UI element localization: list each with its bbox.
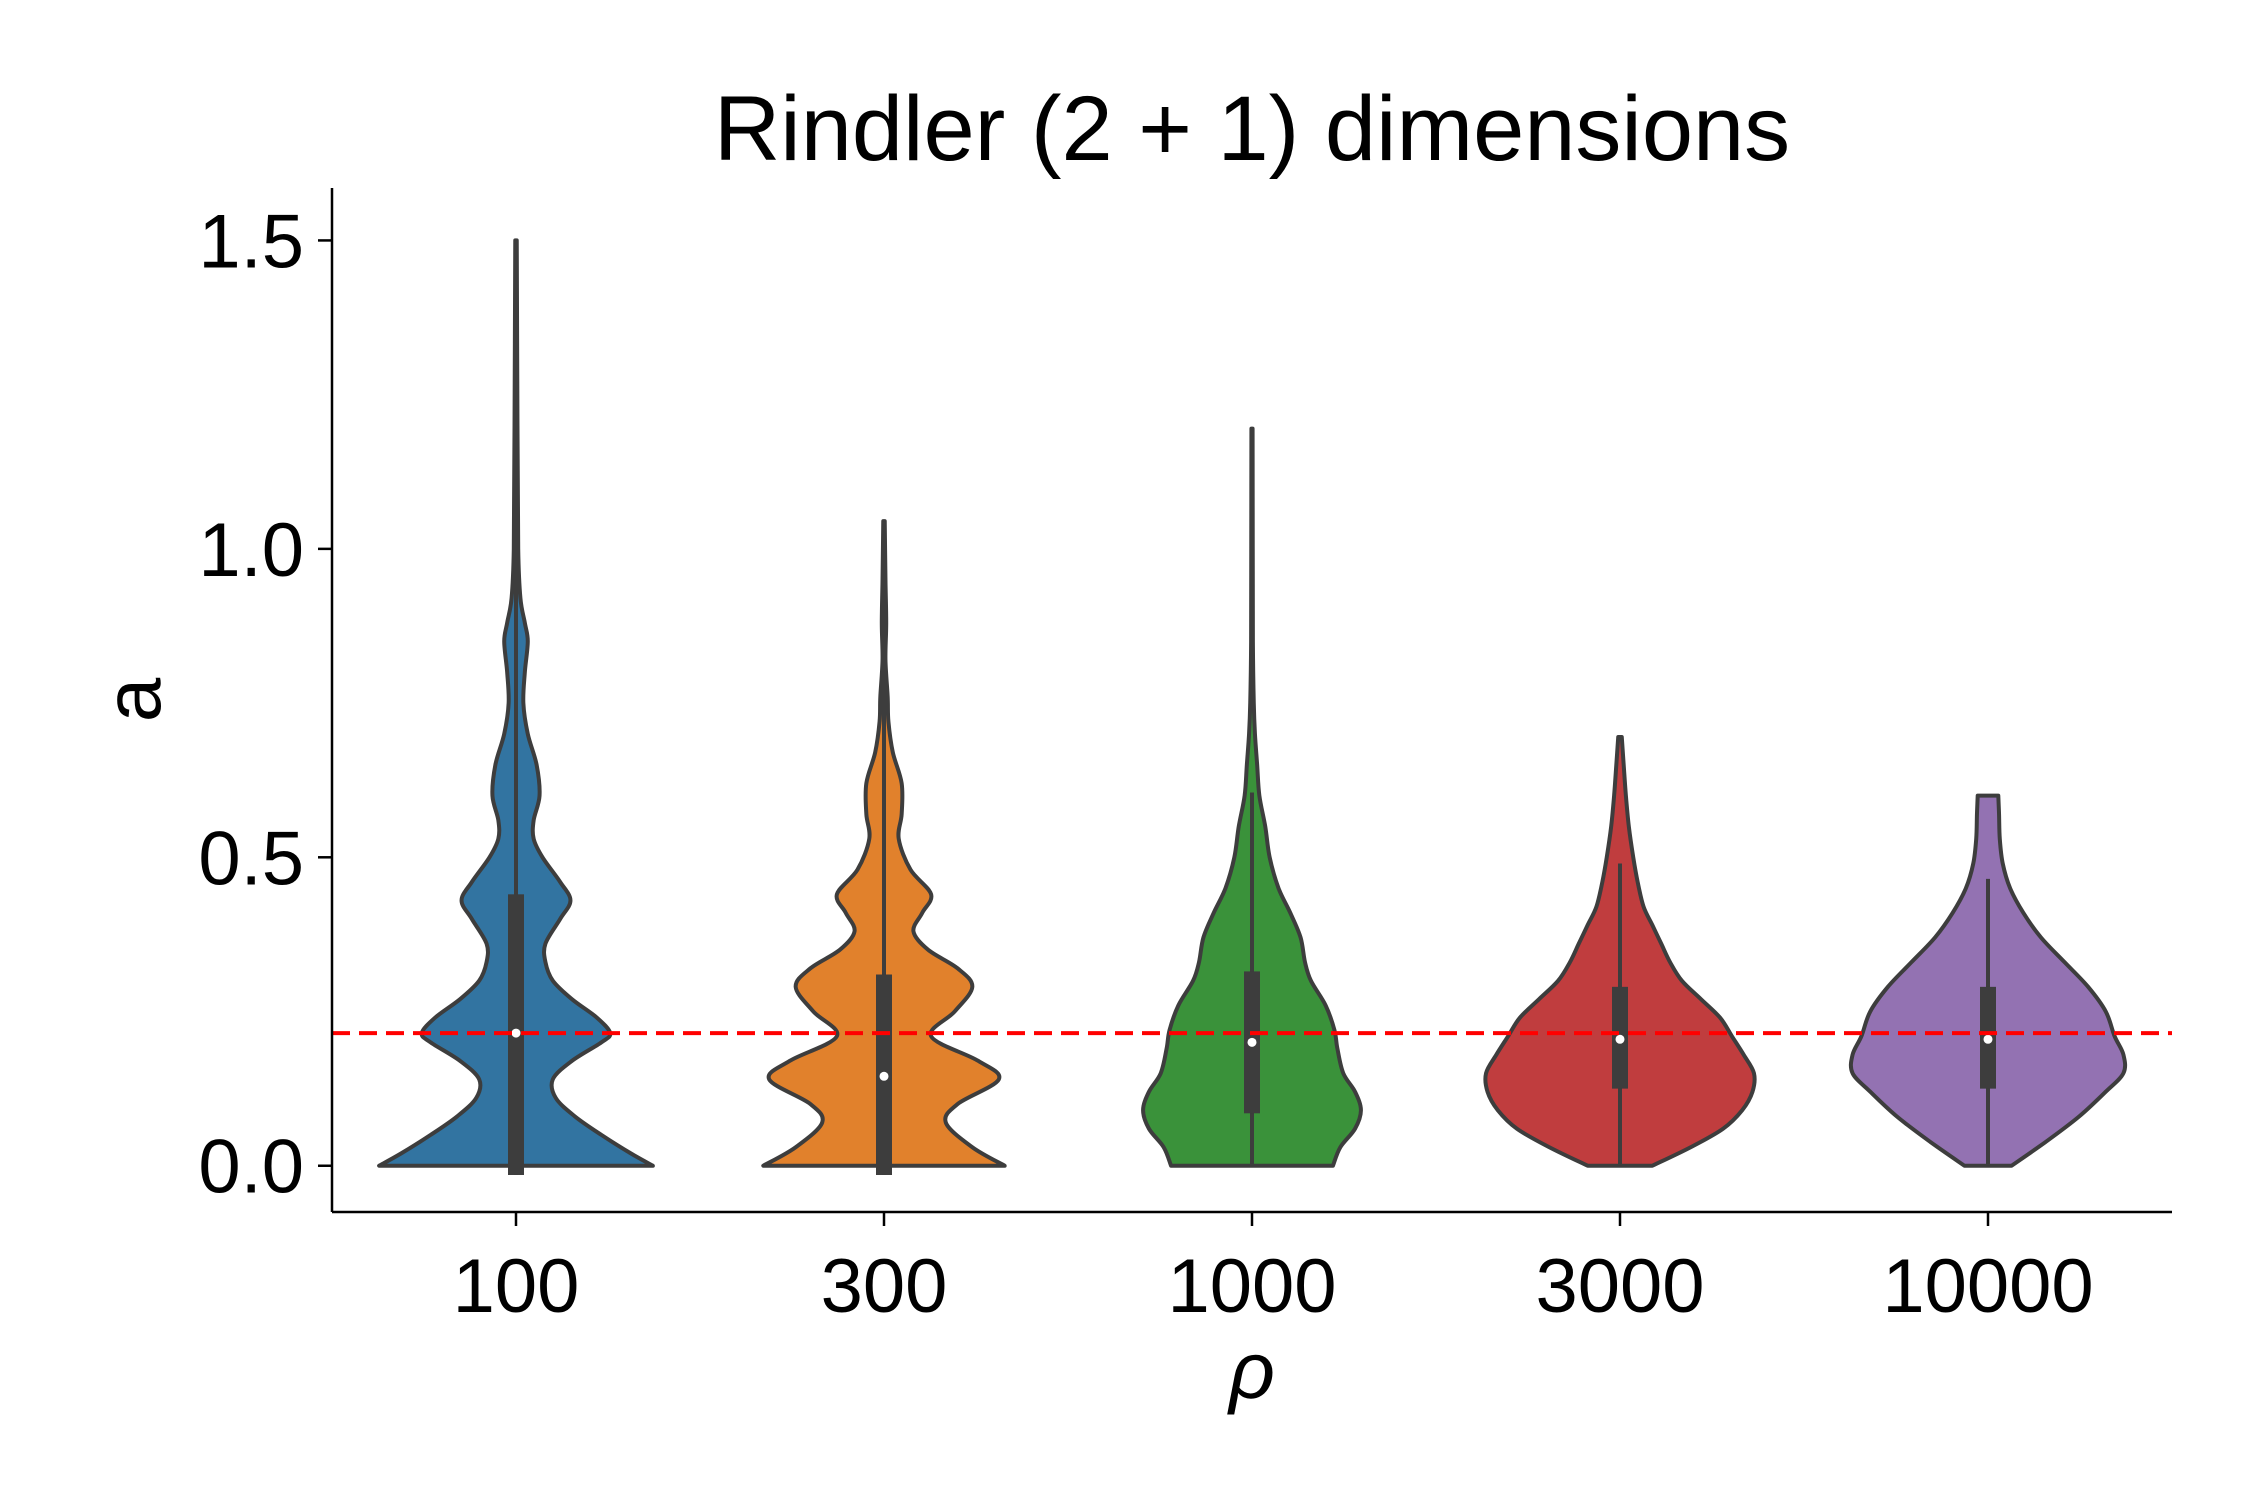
x-axis-label: ρ — [1227, 1326, 1275, 1415]
x-tick-label: 1000 — [1167, 1244, 1336, 1329]
y-tick-label: 1.5 — [198, 199, 304, 284]
y-tick-label: 0.5 — [198, 816, 304, 901]
y-tick-label: 0.0 — [198, 1125, 304, 1210]
y-axis-label: a — [88, 677, 177, 722]
y-ticks-group: 0.0 0.5 1.0 1.5 — [198, 199, 332, 1210]
x-tick-label: 10000 — [1882, 1244, 2093, 1329]
median-dot-100 — [511, 1028, 521, 1038]
x-ticks-group: 100 300 1000 3000 10000 — [453, 1212, 2094, 1329]
median-dot-300 — [879, 1071, 889, 1081]
median-dot-10000 — [1983, 1034, 1993, 1044]
x-tick-label: 100 — [453, 1244, 580, 1329]
chart-title: Rindler (2 + 1) dimensions — [714, 78, 1790, 180]
violins-group — [377, 238, 2128, 1175]
x-tick-label: 300 — [821, 1244, 948, 1329]
median-dot-1000 — [1247, 1037, 1257, 1047]
x-tick-label: 3000 — [1535, 1244, 1704, 1329]
median-dot-3000 — [1615, 1034, 1625, 1044]
y-tick-label: 1.0 — [198, 508, 304, 593]
